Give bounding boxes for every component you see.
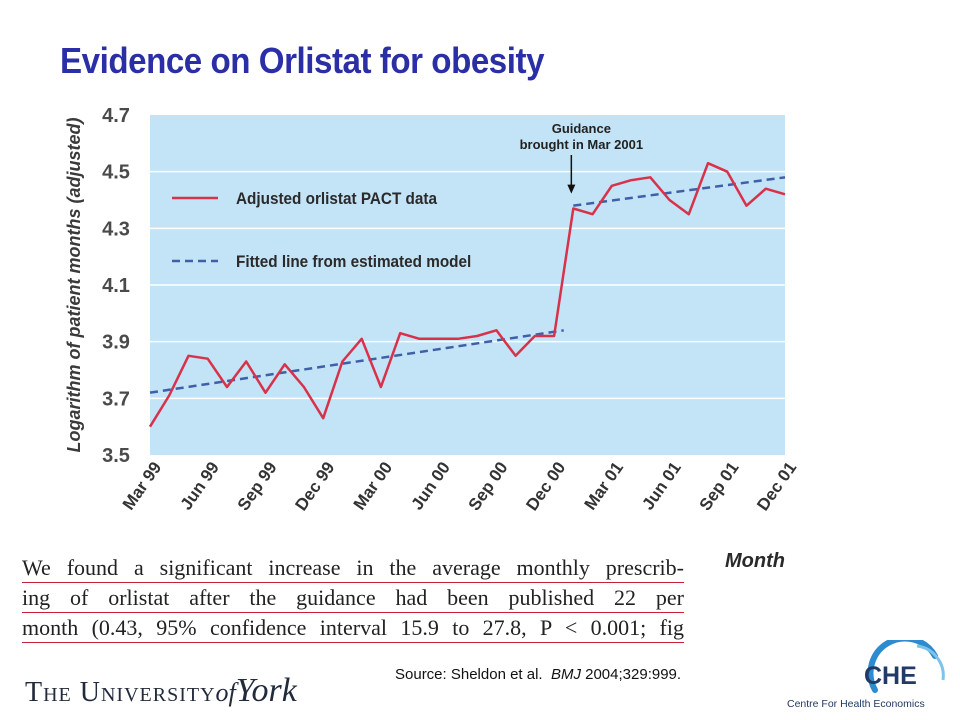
y-tick-label: 4.5 bbox=[102, 162, 130, 184]
x-tick-labels: Mar 99 Jun 99 Sep 99 Dec 99 Mar 00 Jun 00 Sep … bbox=[119, 458, 800, 514]
fitted-line-segment bbox=[573, 176, 786, 207]
y-tick-label: 3.5 bbox=[102, 445, 130, 467]
source-journal: BMJ bbox=[550, 666, 581, 683]
gridlines bbox=[150, 170, 785, 400]
x-tick-label: Sep 01 bbox=[696, 458, 743, 514]
y-tick-labels: 3.5 3.7 3.9 4.1 4.3 4.5 4.7 bbox=[102, 105, 130, 467]
che-name: Centre For Health Economics bbox=[787, 698, 925, 710]
series-layer bbox=[148, 161, 786, 428]
y-axis-label: Logarithm of patient months (adjusted) bbox=[64, 118, 84, 453]
annotation-text-line-2: brought in Mar 2001 bbox=[520, 137, 644, 152]
y-tick-label: 4.7 bbox=[102, 105, 130, 127]
x-axis-label: Month bbox=[725, 550, 785, 572]
excerpt-line: We found a significant increase in the a… bbox=[22, 553, 684, 583]
x-tick-label: Mar 00 bbox=[350, 458, 396, 513]
logo-university-text: The University bbox=[25, 677, 216, 708]
orlistat-line-chart: Logarithm of patient months (adjusted) 3… bbox=[64, 105, 800, 572]
x-tick-label: Dec 00 bbox=[522, 458, 569, 514]
university-of-york-logo: The UniversityofYork bbox=[25, 672, 297, 710]
study-excerpt: We found a significant increase in the a… bbox=[22, 553, 684, 643]
legend-label-actual: Adjusted orlistat PACT data bbox=[236, 189, 438, 208]
x-tick-label: Dec 99 bbox=[291, 458, 338, 514]
che-acronym: CHE bbox=[864, 662, 917, 690]
actual-data-line bbox=[148, 161, 786, 428]
source-ref: 2004;329:999. bbox=[585, 666, 682, 683]
x-tick-label: Mar 01 bbox=[581, 458, 627, 513]
logo-york-text: York bbox=[235, 672, 297, 709]
x-tick-label: Jun 99 bbox=[177, 458, 223, 513]
che-logo: CHE Centre For Health Economics bbox=[787, 640, 947, 716]
source-prefix: Source: Sheldon et al. bbox=[395, 666, 543, 683]
x-tick-label: Jun 00 bbox=[407, 458, 453, 513]
y-tick-label: 3.7 bbox=[102, 388, 130, 410]
logo-of-text: of bbox=[215, 678, 236, 707]
excerpt-line: ing of orlistat after the guidance had b… bbox=[22, 583, 684, 613]
x-tick-label: Jun 01 bbox=[638, 458, 684, 513]
che-swoosh-icon bbox=[867, 640, 945, 693]
x-tick-label: Sep 00 bbox=[465, 458, 512, 514]
legend-label-fitted: Fitted line from estimated model bbox=[236, 252, 471, 271]
guidance-annotation: Guidance brought in Mar 2001 bbox=[520, 121, 644, 194]
y-tick-label: 4.1 bbox=[102, 275, 130, 297]
y-tick-label: 3.9 bbox=[102, 332, 130, 354]
annotation-text-line-1: Guidance bbox=[552, 121, 611, 136]
y-axis-title: Logarithm of patient months (adjusted) bbox=[64, 118, 84, 453]
fitted-line-segment bbox=[149, 329, 564, 394]
legend: Adjusted orlistat PACT data Fitted line … bbox=[172, 189, 471, 271]
x-tick-label: Sep 99 bbox=[234, 458, 281, 514]
y-tick-label: 4.3 bbox=[102, 218, 130, 240]
annotation-arrow-head bbox=[567, 184, 576, 194]
slide-title: Evidence on Orlistat for obesity bbox=[60, 40, 545, 81]
x-tick-label: Dec 01 bbox=[753, 458, 800, 514]
source-citation: Source: Sheldon et al. BMJ 2004;329:999. bbox=[395, 666, 681, 683]
excerpt-line: month (0.43, 95% confidence interval 15.… bbox=[22, 613, 684, 643]
